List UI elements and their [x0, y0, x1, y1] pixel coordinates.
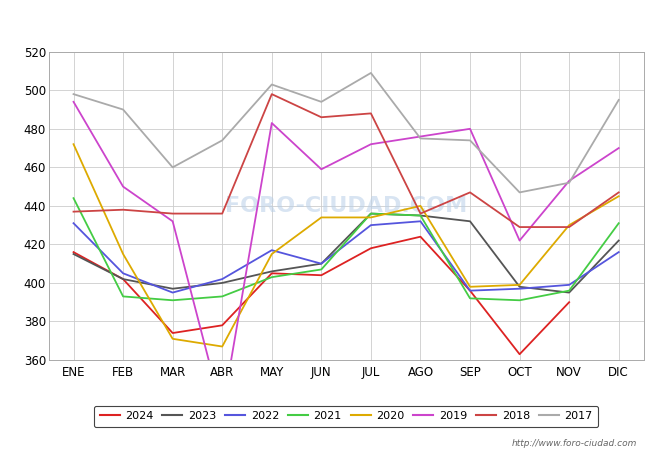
Text: Afiliados en Segura de la Sierra a 30/11/2024: Afiliados en Segura de la Sierra a 30/11…: [143, 13, 507, 28]
Legend: 2024, 2023, 2022, 2021, 2020, 2019, 2018, 2017: 2024, 2023, 2022, 2021, 2020, 2019, 2018…: [94, 405, 598, 427]
Text: http://www.foro-ciudad.com: http://www.foro-ciudad.com: [512, 439, 637, 448]
Text: FORO-CIUDAD.COM: FORO-CIUDAD.COM: [225, 196, 467, 216]
